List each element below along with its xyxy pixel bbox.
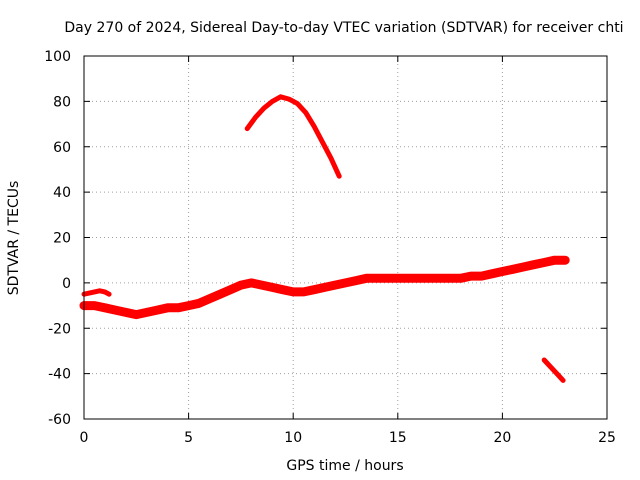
data-point-early-upper-segment <box>107 292 112 297</box>
data-point-main-band <box>500 269 505 274</box>
y-tick-label: 0 <box>62 276 71 292</box>
data-point-main-band <box>469 274 473 279</box>
x-tick-label: 15 <box>389 430 407 446</box>
data-point-main-band <box>280 287 285 292</box>
y-tick-label: 100 <box>44 49 71 65</box>
data-point-early-upper-segment <box>97 288 102 293</box>
data-point-main-band <box>406 276 411 281</box>
y-axis-label: SDTVAR / TECUs <box>6 181 22 296</box>
data-point-main-band <box>176 305 181 310</box>
data-point-main-band <box>291 289 296 294</box>
data-point-main-band <box>374 276 379 281</box>
y-tick-label: -60 <box>48 412 71 428</box>
data-point-main-band <box>448 276 453 281</box>
data-point-late-lower-segment <box>554 371 559 376</box>
x-tick-label: 0 <box>80 430 89 446</box>
data-point-main-band <box>102 305 107 310</box>
x-tick-label: 25 <box>598 430 616 446</box>
data-point-upper-arc <box>320 140 325 145</box>
data-point-late-lower-segment <box>542 358 547 362</box>
y-tick-label: 60 <box>53 140 71 156</box>
data-point-main-band <box>531 262 536 267</box>
data-point-early-upper-segment <box>87 291 92 296</box>
series-layer <box>79 94 570 383</box>
series-upper-arc <box>244 94 342 179</box>
x-tick-label: 5 <box>184 430 193 446</box>
data-point-main-band <box>552 258 557 263</box>
data-point-upper-arc <box>245 126 250 131</box>
series-late-lower-segment <box>541 357 566 383</box>
data-point-main-band <box>228 287 233 292</box>
data-point-early-upper-segment <box>92 289 97 294</box>
data-point-main-band <box>563 258 568 263</box>
data-point-main-band <box>427 276 432 281</box>
data-point-main-band <box>510 267 515 272</box>
data-point-main-band <box>165 305 170 310</box>
data-point-upper-arc <box>270 99 275 104</box>
data-point-main-band <box>259 283 264 288</box>
y-tick-label: -40 <box>48 367 71 383</box>
label-layer: 0 5 10 15 20 25 -60 -40 -20 0 20 40 60 80 100 <box>44 49 616 446</box>
data-point-main-band <box>521 265 526 269</box>
x-axis-label: GPS time / hours <box>286 458 403 474</box>
data-point-upper-arc <box>312 124 317 129</box>
data-point-main-band <box>197 301 202 306</box>
data-point-main-band <box>207 296 212 301</box>
data-point-main-band <box>542 260 547 265</box>
data-point-main-band <box>333 283 337 288</box>
data-point-upper-arc <box>253 115 258 120</box>
plot-frame <box>83 55 608 420</box>
data-point-main-band <box>416 276 421 281</box>
y-tick-label: 80 <box>53 94 71 110</box>
data-point-main-band <box>218 292 222 297</box>
x-tick-label: 20 <box>493 430 511 446</box>
data-point-late-lower-segment <box>548 364 553 369</box>
data-point-main-band <box>479 274 484 279</box>
data-point-main-band <box>134 312 139 317</box>
data-point-upper-arc <box>261 106 266 111</box>
x-tick-label: 10 <box>284 430 302 446</box>
data-point-main-band <box>437 276 442 281</box>
data-point-main-band <box>123 310 128 315</box>
data-point-upper-arc <box>278 94 283 99</box>
y-tick-label: 20 <box>53 231 71 247</box>
data-point-main-band <box>92 303 97 308</box>
data-point-main-band <box>458 276 463 281</box>
data-point-main-band <box>312 287 317 292</box>
data-point-main-band <box>385 276 390 281</box>
data-point-late-lower-segment <box>561 378 566 383</box>
data-point-main-band <box>186 303 191 308</box>
chart-title: Day 270 of 2024, Sidereal Day-to-day VTE… <box>64 20 623 36</box>
data-point-main-band <box>144 310 149 315</box>
data-point-upper-arc <box>328 156 333 161</box>
data-point-main-band <box>489 271 494 276</box>
data-point-upper-arc <box>337 174 342 179</box>
data-point-main-band <box>270 285 275 290</box>
data-point-main-band <box>249 280 254 285</box>
data-point-main-band <box>238 283 243 288</box>
data-point-upper-arc <box>295 101 300 106</box>
data-point-early-upper-segment <box>102 289 107 294</box>
data-point-main-band <box>343 280 348 285</box>
data-point-upper-arc <box>287 97 291 102</box>
grid-layer <box>84 56 607 419</box>
data-point-main-band <box>155 308 160 313</box>
y-tick-label: -20 <box>48 321 71 337</box>
y-tick-label: 40 <box>53 185 71 201</box>
data-point-main-band <box>301 289 306 294</box>
data-point-main-band <box>113 308 118 313</box>
data-point-main-band <box>364 276 369 281</box>
data-point-main-band <box>395 276 400 281</box>
data-point-upper-arc <box>303 110 308 115</box>
data-point-main-band <box>322 285 327 290</box>
data-point-main-band <box>354 278 358 283</box>
